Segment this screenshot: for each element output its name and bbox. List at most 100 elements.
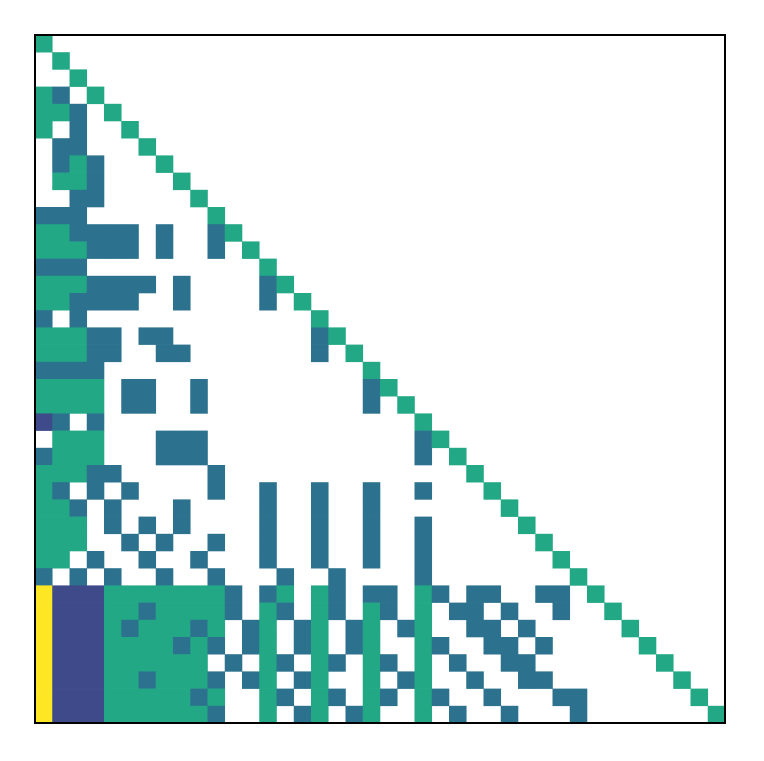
cell bbox=[466, 671, 484, 689]
cell bbox=[69, 344, 88, 363]
cell bbox=[138, 619, 157, 638]
cell bbox=[52, 447, 70, 466]
cell bbox=[35, 379, 53, 397]
cell bbox=[380, 585, 398, 603]
cell bbox=[69, 671, 88, 689]
cell bbox=[104, 465, 122, 483]
cell bbox=[311, 516, 329, 535]
cell bbox=[155, 327, 174, 345]
cell bbox=[242, 241, 260, 259]
cell bbox=[121, 619, 139, 638]
heatmap-cells bbox=[35, 35, 726, 724]
cell bbox=[155, 224, 174, 242]
cell bbox=[138, 551, 157, 569]
cell bbox=[86, 637, 105, 655]
cell bbox=[35, 293, 53, 311]
cell bbox=[242, 619, 260, 638]
cell bbox=[276, 654, 295, 672]
cell bbox=[69, 688, 88, 707]
cell bbox=[190, 585, 208, 603]
cell bbox=[345, 344, 364, 363]
cell bbox=[173, 671, 191, 689]
cell bbox=[86, 172, 105, 191]
cell bbox=[86, 86, 105, 105]
cell bbox=[69, 327, 88, 345]
cell bbox=[69, 637, 88, 655]
cell bbox=[173, 585, 191, 603]
cell bbox=[35, 482, 53, 500]
cell bbox=[207, 671, 226, 689]
cell bbox=[656, 654, 674, 672]
cell bbox=[52, 52, 70, 70]
cell bbox=[569, 705, 588, 724]
cell bbox=[35, 705, 53, 724]
cell bbox=[328, 585, 346, 603]
cell bbox=[121, 533, 139, 552]
cell bbox=[173, 688, 191, 707]
cell bbox=[500, 602, 519, 621]
cell bbox=[311, 551, 329, 569]
cell bbox=[155, 671, 174, 689]
cell bbox=[414, 447, 433, 466]
cell bbox=[35, 396, 53, 414]
cell bbox=[86, 344, 105, 363]
cell bbox=[380, 688, 398, 707]
cell bbox=[52, 688, 70, 707]
cell bbox=[52, 619, 70, 638]
cell bbox=[311, 654, 329, 672]
cell bbox=[69, 516, 88, 535]
cell bbox=[138, 671, 157, 689]
cell bbox=[518, 671, 536, 689]
cell bbox=[173, 430, 191, 449]
cell bbox=[52, 482, 70, 500]
cell bbox=[121, 602, 139, 621]
cell bbox=[155, 654, 174, 672]
cell bbox=[104, 499, 122, 517]
cell bbox=[104, 327, 122, 345]
cell bbox=[52, 533, 70, 552]
cell bbox=[311, 499, 329, 517]
cell bbox=[569, 688, 588, 707]
cell bbox=[362, 688, 381, 707]
cell bbox=[328, 602, 346, 621]
cell bbox=[86, 430, 105, 449]
cell bbox=[52, 516, 70, 535]
cell bbox=[35, 654, 53, 672]
cell bbox=[500, 654, 519, 672]
cell bbox=[104, 602, 122, 621]
cell bbox=[155, 533, 174, 552]
cell bbox=[35, 465, 53, 483]
cell bbox=[155, 155, 174, 173]
cell bbox=[328, 688, 346, 707]
cell bbox=[138, 138, 157, 156]
cell bbox=[224, 224, 243, 242]
cell bbox=[276, 585, 295, 603]
cell bbox=[173, 499, 191, 517]
cell bbox=[155, 619, 174, 638]
cell bbox=[224, 602, 243, 621]
cell bbox=[276, 568, 295, 586]
cell bbox=[104, 293, 122, 311]
cell bbox=[552, 602, 571, 621]
cell bbox=[259, 482, 277, 500]
cell bbox=[311, 585, 329, 603]
cell bbox=[69, 602, 88, 621]
cell bbox=[52, 172, 70, 191]
cell bbox=[52, 241, 70, 259]
cell bbox=[138, 688, 157, 707]
cell bbox=[104, 619, 122, 638]
cell bbox=[311, 327, 329, 345]
cell bbox=[190, 189, 208, 208]
cell bbox=[86, 619, 105, 638]
cell bbox=[259, 499, 277, 517]
cell bbox=[121, 121, 139, 139]
cell bbox=[587, 585, 605, 603]
cell bbox=[259, 551, 277, 569]
cell bbox=[311, 637, 329, 655]
cell bbox=[207, 585, 226, 603]
cell bbox=[431, 688, 450, 707]
cell bbox=[690, 688, 709, 707]
cell bbox=[69, 379, 88, 397]
